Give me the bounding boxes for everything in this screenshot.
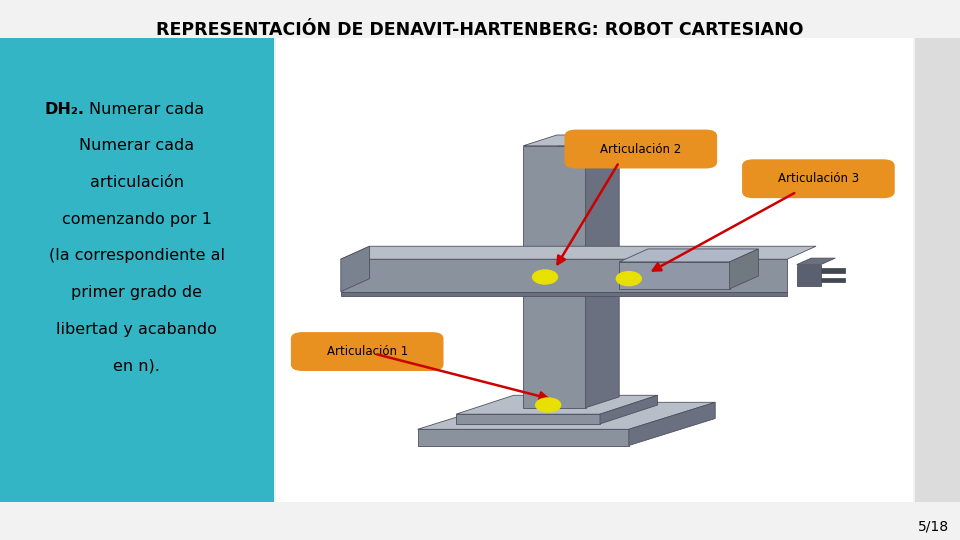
Polygon shape (619, 249, 758, 262)
Text: Articulación 2: Articulación 2 (600, 143, 682, 156)
FancyBboxPatch shape (915, 38, 960, 502)
Text: articulación: articulación (90, 175, 183, 190)
FancyBboxPatch shape (291, 332, 444, 371)
Text: REPRESENTACIÓN DE DENAVIT-HARTENBERG: ROBOT CARTESIANO: REPRESENTACIÓN DE DENAVIT-HARTENBERG: RO… (156, 21, 804, 39)
FancyBboxPatch shape (742, 159, 895, 198)
Text: (la correspondiente al: (la correspondiente al (49, 248, 225, 264)
Text: en n).: en n). (113, 359, 160, 374)
Polygon shape (821, 278, 845, 282)
Polygon shape (797, 265, 821, 286)
Polygon shape (600, 395, 658, 424)
Text: 5/18: 5/18 (918, 519, 948, 534)
Polygon shape (341, 292, 787, 296)
Polygon shape (456, 414, 600, 424)
Polygon shape (418, 429, 629, 445)
Polygon shape (523, 397, 629, 418)
Polygon shape (418, 402, 715, 429)
Text: DH₂.: DH₂. (44, 102, 84, 117)
Text: comenzando por 1: comenzando por 1 (61, 212, 212, 227)
Polygon shape (586, 135, 619, 408)
Text: primer grado de: primer grado de (71, 285, 203, 300)
FancyBboxPatch shape (276, 38, 913, 502)
Polygon shape (523, 135, 619, 146)
Polygon shape (629, 402, 715, 446)
FancyBboxPatch shape (564, 130, 717, 168)
Text: Articulación 1: Articulación 1 (326, 345, 408, 358)
Polygon shape (619, 262, 730, 289)
Text: Articulación 3: Articulación 3 (778, 172, 859, 185)
Polygon shape (523, 146, 586, 408)
Text: libertad y acabando: libertad y acabando (57, 322, 217, 337)
Polygon shape (797, 258, 835, 265)
Polygon shape (341, 259, 787, 292)
Circle shape (536, 398, 561, 412)
Text: Numerar cada: Numerar cada (80, 138, 194, 153)
Circle shape (616, 272, 641, 286)
Polygon shape (456, 395, 658, 414)
Polygon shape (341, 246, 370, 292)
Polygon shape (341, 246, 816, 259)
Text: Numerar cada: Numerar cada (88, 102, 204, 117)
Polygon shape (730, 249, 758, 289)
Circle shape (533, 270, 558, 284)
Polygon shape (821, 268, 845, 273)
FancyBboxPatch shape (0, 38, 274, 502)
Polygon shape (557, 135, 619, 397)
